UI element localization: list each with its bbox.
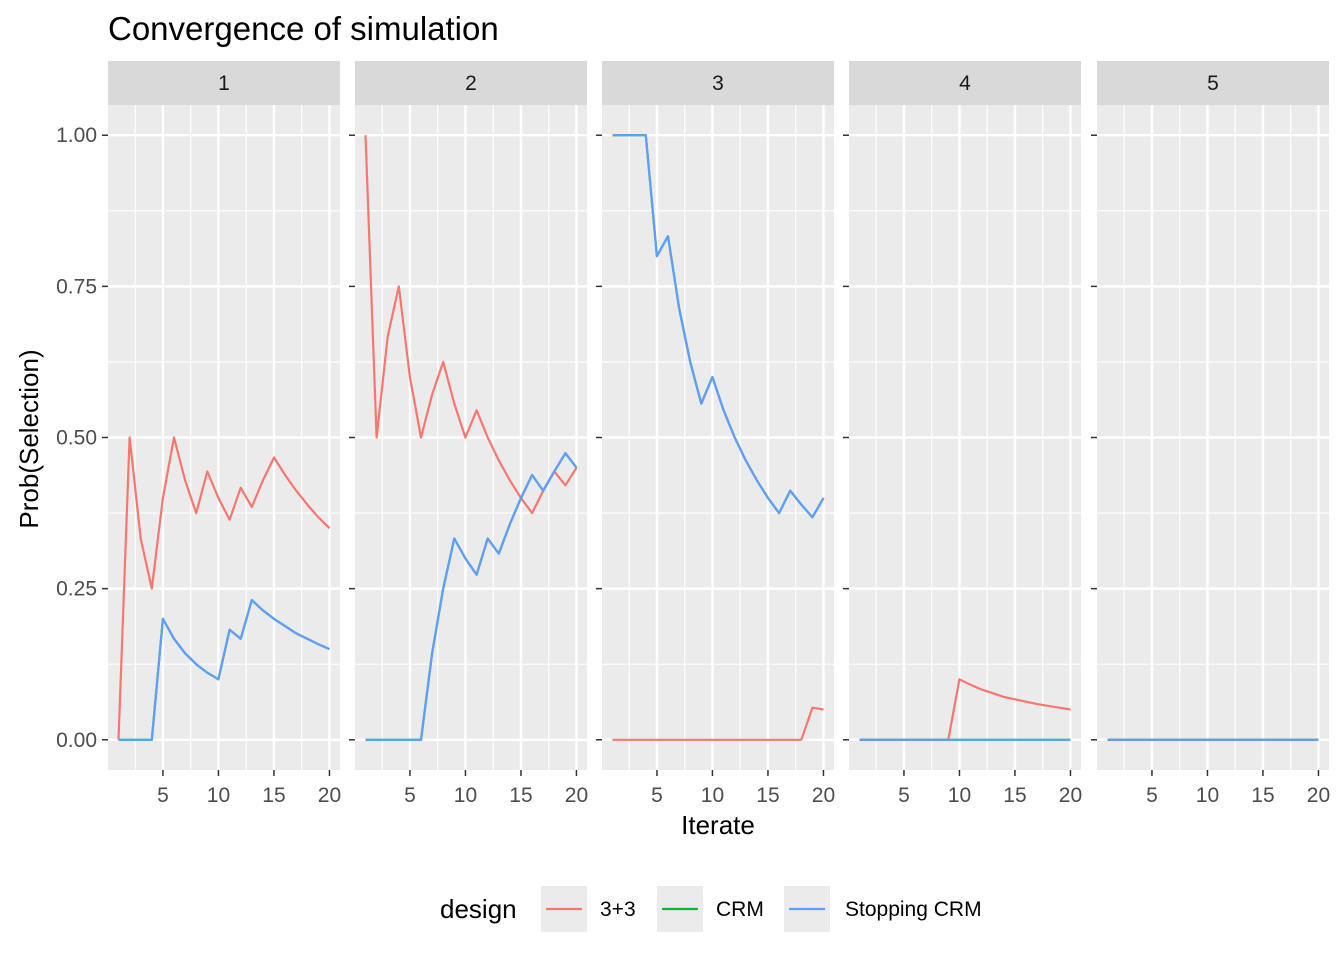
legend-label: CRM: [716, 898, 764, 921]
series-line-stopping-crm: [118, 598, 330, 741]
x-tick-label: 20: [1059, 784, 1082, 807]
facet-panel-3: 3 5 10 15 20: [602, 61, 835, 807]
legend: design 3+3 CRM Stopping CRM: [440, 886, 982, 932]
facet-strip-label: 5: [1207, 72, 1219, 95]
y-tick-label: 0.00: [56, 729, 97, 752]
facet-strip: [1097, 61, 1329, 105]
x-tick-label: 10: [1196, 784, 1219, 807]
facet-panel-2: 2 5 10 15 20: [355, 61, 588, 807]
x-tick-label: 10: [701, 784, 724, 807]
facet-strip-label: 1: [218, 72, 230, 95]
facet-panel-1: 15 10 15 20: [108, 61, 341, 807]
series-line-3-3: [612, 706, 824, 741]
x-tick-label: 10: [454, 784, 477, 807]
y-tick-label: 0.75: [56, 275, 97, 298]
x-axis-title: Iterate: [681, 810, 755, 840]
facet-strip: [108, 61, 340, 105]
x-tick-label: 20: [318, 784, 341, 807]
y-tick-label: 1.00: [56, 124, 97, 147]
x-tick-label: 20: [565, 784, 588, 807]
y-tick-label: 0.25: [56, 578, 97, 601]
facet-strip-label: 4: [959, 72, 971, 95]
facet-strip-label: 3: [712, 72, 724, 95]
series-line-stopping-crm: [612, 134, 825, 519]
x-tick-label: 10: [207, 784, 230, 807]
x-tick-label: 20: [1307, 784, 1330, 807]
y-tick-label: 0.50: [56, 427, 97, 450]
x-tick-label: 15: [1251, 784, 1274, 807]
series-line-3-3: [117, 436, 331, 740]
x-tick-label: 15: [756, 784, 779, 807]
legend-title: design: [440, 894, 517, 924]
x-tick-label: 5: [898, 784, 910, 807]
series-line-stopping-crm: [365, 452, 578, 741]
x-tick-label: 15: [509, 784, 532, 807]
series-line-3-3: [364, 135, 578, 515]
x-tick-label: 5: [651, 784, 663, 807]
x-tick-label: 5: [1146, 784, 1158, 807]
facet-strip-label: 2: [465, 72, 477, 95]
facet-panel-5: 5 5 10 15 20: [1097, 61, 1330, 807]
facet-strip: [355, 61, 587, 105]
x-tick-label: 15: [262, 784, 285, 807]
y-axis-title: Prob(Selection): [14, 349, 44, 528]
legend-label: 3+3: [600, 898, 636, 921]
chart-title: Convergence of simulation: [108, 10, 499, 47]
facet-strip: [849, 61, 1081, 105]
facet-panel-4: 4 5 10 15 20: [849, 61, 1082, 807]
x-tick-label: 5: [404, 784, 416, 807]
x-tick-label: 10: [948, 784, 971, 807]
x-tick-label: 15: [1003, 784, 1026, 807]
y-axis: 0.00 0.25 0.50 0.75 1.00: [56, 124, 1097, 752]
legend-label: Stopping CRM: [845, 898, 982, 921]
facet-strip: [602, 61, 834, 105]
x-tick-label: 20: [812, 784, 835, 807]
x-tick-label: 5: [157, 784, 169, 807]
